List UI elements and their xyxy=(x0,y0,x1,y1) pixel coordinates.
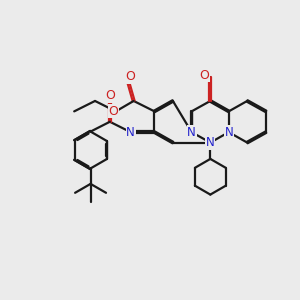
Text: N: N xyxy=(206,136,215,149)
Text: N: N xyxy=(224,126,233,139)
Text: O: O xyxy=(105,89,115,102)
Text: O: O xyxy=(126,70,136,83)
Text: O: O xyxy=(109,105,118,118)
Text: O: O xyxy=(199,69,209,82)
Text: N: N xyxy=(187,126,196,139)
Text: N: N xyxy=(126,126,135,139)
